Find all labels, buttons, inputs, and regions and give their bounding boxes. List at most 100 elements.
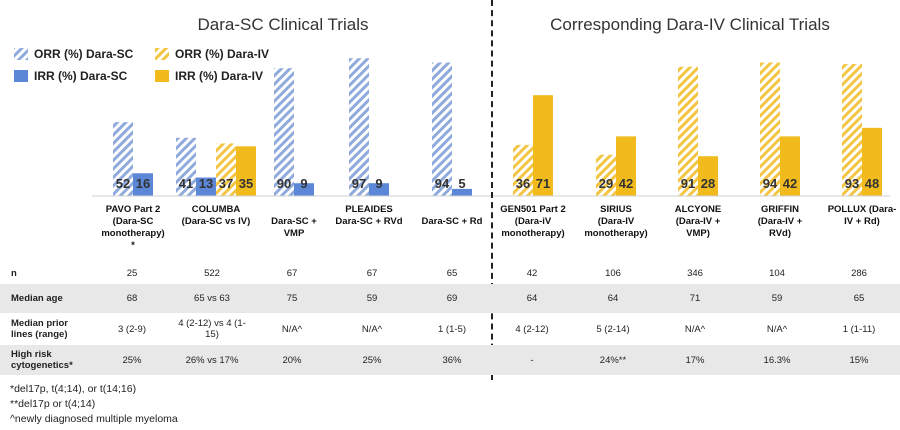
bar-orr_sc-0 — [113, 122, 133, 196]
bar-label-orr_sc-2: 90 — [277, 176, 291, 191]
table-cell: 64 — [492, 284, 572, 313]
row-label: n — [11, 267, 17, 279]
table-cell: 25 — [126, 267, 138, 279]
bar-label-irr_sc-0: 16 — [136, 176, 150, 191]
row-label: Median age — [0, 284, 92, 313]
table-cell: 65 — [818, 284, 900, 313]
chart-area: Dara-SC Clinical Trials Corresponding Da… — [14, 15, 896, 251]
table-cell: 106 — [605, 267, 621, 279]
bar-orr_iv-7 — [678, 66, 698, 196]
x-label-8: GRIFFIN (Dara-IV + RVd) — [758, 204, 803, 239]
bar-label-orr_iv-9: 93 — [845, 176, 859, 191]
x-label-5: GEN501 Part 2 (Dara-iV monotherapy) — [500, 204, 565, 239]
bar-irr_sc-1 — [196, 177, 216, 196]
bar-orr_sc-2 — [274, 68, 294, 196]
bar-label-orr_iv-8: 94 — [763, 176, 778, 191]
table-cell: 64 — [572, 284, 654, 313]
table-cell: 20% — [252, 345, 332, 375]
table-cell: N/A^ — [766, 323, 788, 335]
legend-swatch-orr_iv — [155, 48, 169, 60]
bar-irr_iv-6 — [616, 136, 636, 196]
bar-label-orr_iv-5: 36 — [516, 176, 530, 191]
bar-label-irr_iv-9: 48 — [865, 176, 879, 191]
section-divider — [491, 0, 493, 380]
bar-label-orr_iv-1: 37 — [219, 176, 233, 191]
table-cell: 15% — [818, 345, 900, 375]
bar-irr_iv-9 — [862, 127, 882, 196]
table-row: n 25 522 67 67 65 42 106 346 104 286 — [0, 262, 900, 284]
bar-irr_iv-7 — [698, 156, 718, 196]
x-label-3: PLEAIDES Dara-SC + RVd — [335, 204, 402, 227]
bar-irr_iv-5 — [533, 95, 553, 196]
bar-label-irr_sc-4: 5 — [458, 176, 465, 191]
table-cell: - — [492, 345, 572, 375]
bar-orr_sc-3 — [349, 58, 369, 197]
bar-orr_iv-9 — [842, 63, 862, 196]
table-cell: 59 — [736, 284, 818, 313]
bar-label-irr_sc-1: 13 — [199, 176, 213, 191]
bar-irr_sc-4 — [452, 188, 472, 196]
footnote: *del17p, t(4;14), or t(14;16) — [10, 383, 137, 395]
footnotes: *del17p, t(4;14), or t(14;16) **del17p o… — [10, 382, 178, 427]
chart-title-dara-sc: Dara-SC Clinical Trials — [198, 15, 369, 34]
table-cell: 104 — [769, 267, 785, 279]
bar-irr_iv-8 — [780, 136, 800, 196]
table-cell: 16.3% — [736, 345, 818, 375]
bar-irr_iv-1 — [236, 146, 256, 196]
bar-orr_iv-1 — [216, 143, 236, 196]
x-axis-labels: PAVO Part 2 (Dara-SC monotherapy) * COLUMBA(… — [101, 204, 896, 251]
table-cell: 25% — [92, 345, 172, 375]
trial-characteristics-table: n 25 522 67 67 65 42 106 346 104 286 Median age 68 65… — [0, 262, 900, 375]
table-cell: 65 vs 63 — [172, 284, 252, 313]
bar-orr_sc-4 — [432, 62, 452, 196]
legend-swatch-irr_iv — [155, 70, 169, 82]
bar-label-irr_sc-2: 9 — [300, 176, 307, 191]
table-cell: 67 — [286, 267, 298, 279]
table-cell: 36% — [412, 345, 492, 375]
footnote: ^newly diagnosed multiple myeloma — [10, 413, 178, 425]
table-cell: 3 (2-9) — [118, 323, 146, 335]
table-cell: 346 — [687, 267, 703, 279]
table-cell: 67 — [366, 267, 378, 279]
legend-swatch-irr_sc — [14, 70, 28, 82]
bar-label-irr_iv-5: 71 — [536, 176, 550, 191]
table-row: Median age 68 65 vs 63 75 59 69 64 64 71 59 65 — [0, 284, 900, 313]
row-label: High risk cytogenetics* — [0, 345, 92, 375]
table-cell: 68 — [92, 284, 172, 313]
table-cell: 26% vs 17% — [172, 345, 252, 375]
x-label-0: PAVO Part 2 (Dara-SC monotherapy) * — [101, 204, 164, 251]
table-cell: 1 (1-5) — [438, 323, 466, 335]
footnote: **del17p or t(4;14) — [10, 398, 96, 410]
table-cell: N/A^ — [361, 323, 383, 335]
table-cell: 5 (2-14) — [596, 323, 630, 335]
table-cell: 17% — [654, 345, 736, 375]
bar-label-irr_iv-7: 28 — [701, 176, 715, 191]
table-cell: 25% — [332, 345, 412, 375]
bar-label-irr_iv-6: 42 — [619, 176, 633, 191]
bar-irr_sc-0 — [133, 173, 153, 196]
table-cell: 75 — [252, 284, 332, 313]
chart-title-dara-iv: Corresponding Dara-IV Clinical Trials — [550, 15, 830, 34]
bar-label-orr_sc-3: 97 — [352, 176, 366, 191]
legend: ORR (%) Dara-SC ORR (%) Dara-IV IRR (%) Da… — [14, 47, 269, 83]
bar-label-orr_iv-6: 29 — [599, 176, 613, 191]
bar-irr_sc-2 — [294, 183, 314, 196]
bar-label-irr_sc-3: 9 — [375, 176, 382, 191]
x-label-2: Dara-SC + VMP — [271, 216, 317, 239]
legend-label-irr_iv: IRR (%) Dara-IV — [175, 69, 263, 83]
x-label-6: SIRIUS (Dara-IV monotherapy) — [584, 204, 647, 239]
bar-label-orr_sc-1: 41 — [179, 176, 193, 191]
bar-label-orr_sc-4: 94 — [435, 176, 450, 191]
table-cell: 42 — [526, 267, 538, 279]
bar-irr_sc-3 — [369, 183, 389, 196]
table-cell: 71 — [654, 284, 736, 313]
table-cell: 286 — [851, 267, 867, 279]
table-cell: 69 — [412, 284, 492, 313]
table-cell: 4 (2-12) vs 4 (1-15) — [178, 318, 246, 340]
x-label-1: COLUMBA (Dara-SC vs IV) — [182, 204, 251, 227]
legend-label-orr_iv: ORR (%) Dara-IV — [175, 47, 269, 61]
bar-orr_iv-6 — [596, 154, 616, 196]
table-row: High risk cytogenetics* 25% 26% vs 17% 20% 2… — [0, 345, 900, 375]
x-label-9: POLLUX (Dara-IV + Rd) — [828, 204, 897, 227]
bar-orr_iv-8 — [760, 62, 780, 196]
